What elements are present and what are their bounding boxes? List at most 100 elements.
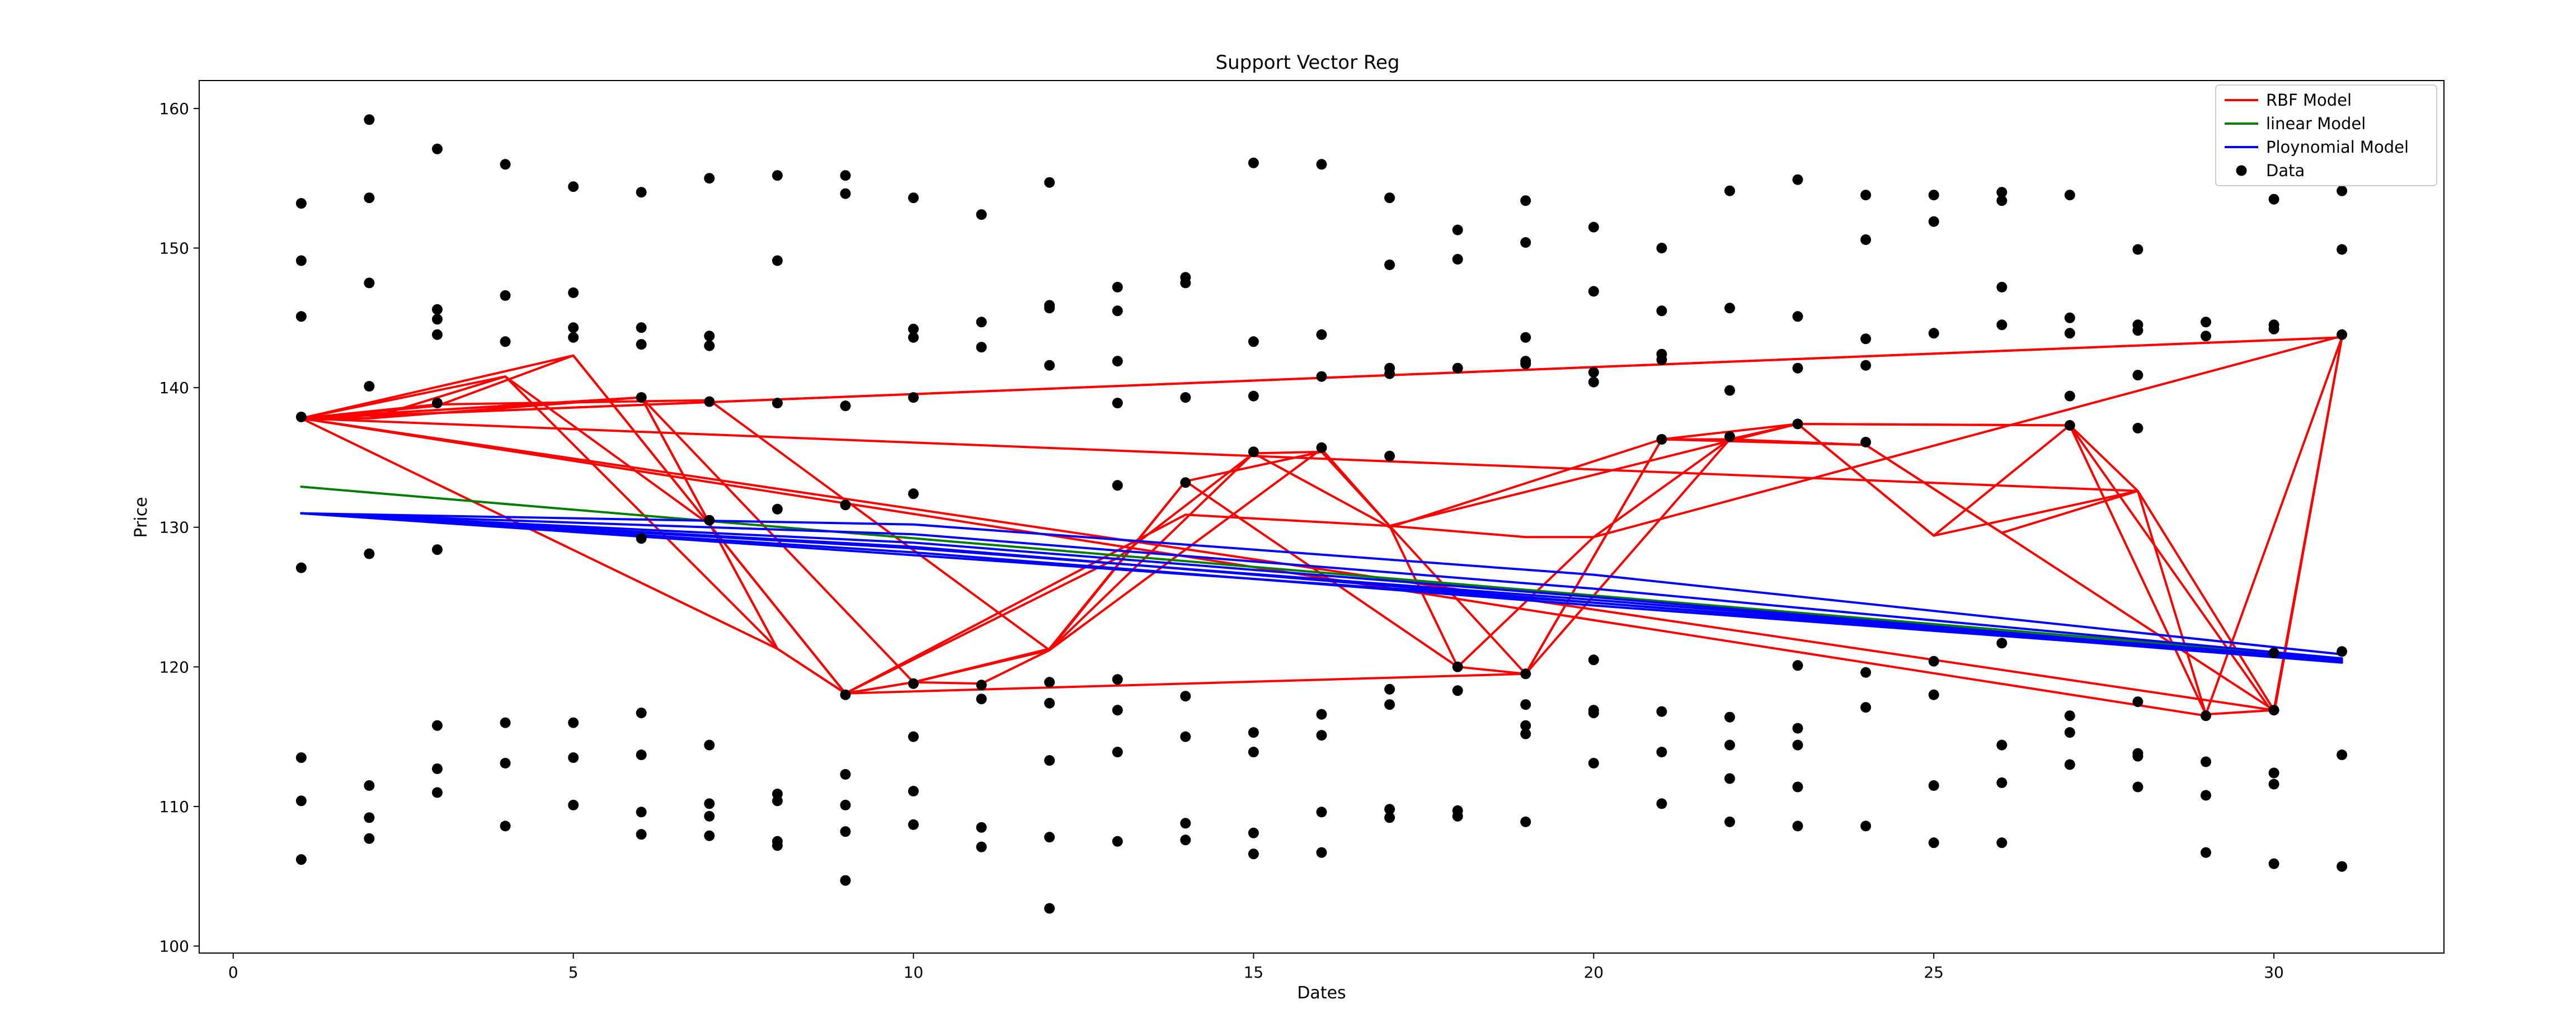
ploynomial-model-line [300, 512, 2343, 660]
data-point [2064, 710, 2075, 722]
data-point [2337, 329, 2348, 340]
data-point [1112, 281, 1123, 293]
data-point [500, 290, 511, 301]
data-point [500, 159, 511, 170]
data-point [295, 198, 307, 209]
data-point [840, 769, 851, 780]
y-tick-label: 120 [159, 658, 189, 676]
data-point [432, 314, 443, 325]
legend-label: linear Model [2266, 114, 2366, 133]
data-point [500, 336, 511, 347]
data-point [1520, 237, 1531, 248]
data-point [2201, 317, 2211, 328]
data-point [1724, 816, 1735, 827]
data-point [2132, 325, 2143, 336]
data-point [1044, 677, 1055, 688]
data-point [908, 488, 919, 499]
data-point [2064, 390, 2075, 402]
data-point [1316, 371, 1327, 382]
data-point [2201, 756, 2211, 767]
data-point [1180, 731, 1191, 742]
data-point [1180, 691, 1191, 702]
data-point [1588, 654, 1599, 666]
data-point [2132, 696, 2143, 708]
data-point [2268, 858, 2279, 869]
data-point [1044, 360, 1055, 371]
data-point [1656, 798, 1667, 809]
data-point [1112, 480, 1123, 491]
data-point [2064, 190, 2075, 201]
data-point [1180, 477, 1191, 488]
data-point [636, 708, 647, 719]
data-point [1928, 656, 1939, 667]
data-point [2337, 749, 2348, 761]
data-point [1996, 837, 2008, 848]
data-point [2132, 751, 2143, 762]
x-tick-label: 30 [2264, 963, 2284, 982]
data-point [1384, 368, 1395, 379]
data-point [636, 829, 647, 840]
data-point [1860, 333, 1872, 345]
data-point [1180, 834, 1191, 846]
data-point [1656, 706, 1667, 717]
data-point [1248, 336, 1259, 347]
data-point [1996, 739, 2008, 751]
data-point [2064, 727, 2075, 738]
data-point [1180, 277, 1191, 289]
data-point [1044, 832, 1055, 843]
data-point [1656, 354, 1667, 365]
data-point [976, 822, 987, 833]
data-point [1384, 192, 1395, 204]
data-point [1180, 818, 1191, 829]
x-tick-label: 20 [1583, 963, 1604, 982]
data-point [908, 731, 919, 742]
data-point [1996, 281, 2008, 293]
data-point [500, 820, 511, 832]
data-point [1724, 773, 1735, 784]
data-point [2132, 781, 2143, 793]
data-point [840, 170, 851, 181]
data-point [704, 810, 715, 822]
data-point [772, 170, 783, 181]
data-point [1112, 836, 1123, 847]
data-point [364, 277, 375, 289]
data-point [432, 304, 443, 315]
data-point [636, 807, 647, 818]
data-point [772, 503, 783, 515]
data-point [976, 841, 987, 852]
data-point [840, 875, 851, 886]
data-point [772, 840, 783, 851]
data-point [2268, 705, 2279, 716]
data-point [2064, 328, 2075, 339]
x-axis-label: Dates [1297, 983, 1346, 1003]
data-point [1588, 708, 1599, 719]
data-point [1928, 216, 1939, 227]
data-point [2064, 759, 2075, 770]
x-tick-label: 10 [904, 963, 924, 982]
legend: RBF Model linear Model Ploynomial Model Dat… [2215, 84, 2437, 186]
data-point [1316, 159, 1327, 170]
data-point [1860, 702, 1872, 713]
data-point [840, 400, 851, 412]
data-point [2337, 646, 2348, 657]
data-point [2268, 194, 2279, 205]
data-point [908, 392, 919, 403]
data-point [976, 209, 987, 220]
data-point [1112, 305, 1123, 317]
data-point [772, 255, 783, 266]
data-point [1112, 705, 1123, 716]
data-point [2132, 244, 2143, 255]
data-point [1656, 747, 1667, 758]
data-point [2268, 323, 2279, 334]
data-point [1588, 286, 1599, 297]
data-point [1724, 739, 1735, 751]
data-point [432, 329, 443, 340]
legend-label: RBF Model [2266, 91, 2352, 110]
data-point [432, 143, 443, 154]
data-point [364, 780, 375, 791]
data-point [1316, 807, 1327, 818]
legend-marker [2236, 165, 2247, 176]
data-point [908, 819, 919, 830]
